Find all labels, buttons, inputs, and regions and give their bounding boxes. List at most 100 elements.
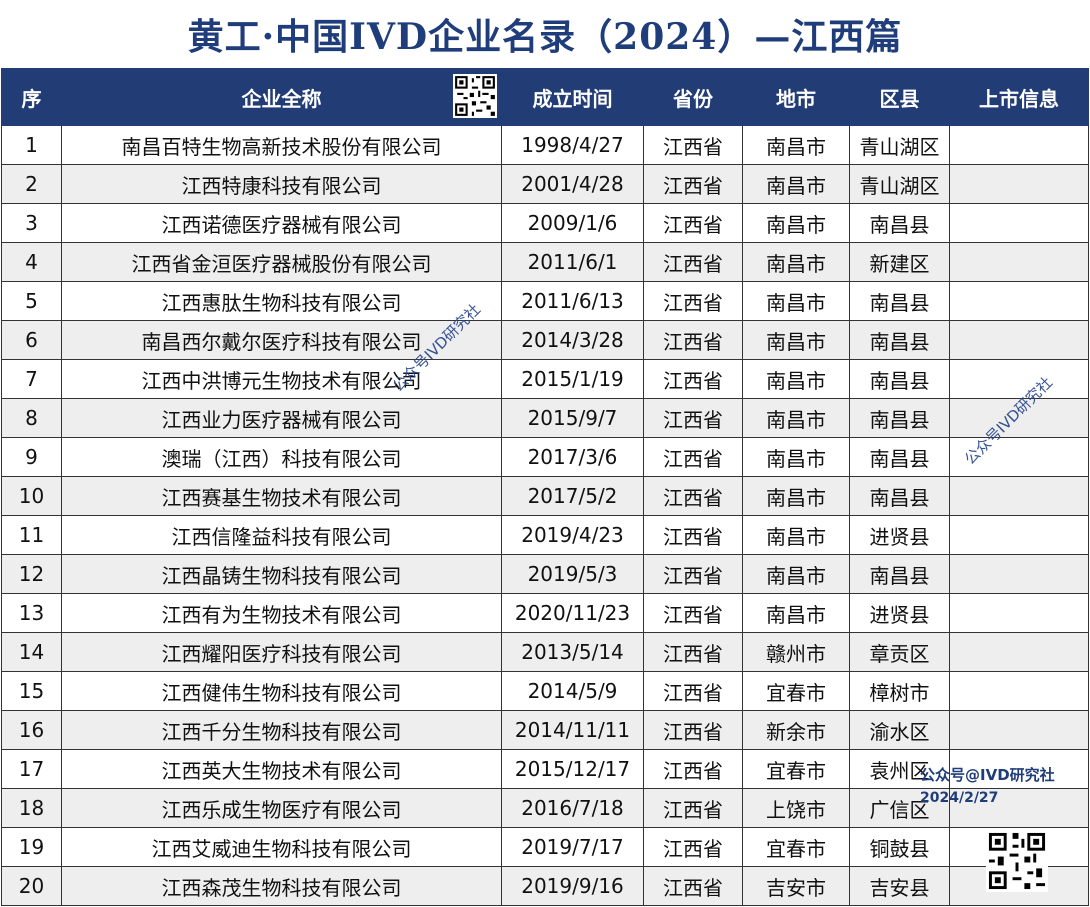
cell-founded-date: 2017/5/2 <box>501 476 644 516</box>
company-table: 序 企业全称 成立时间 省份 地市 区县 上市信息 1 南昌百特生物高新技术股份有… <box>1 68 1089 906</box>
table-row: 9 澳瑞（江西）科技有限公司 2017/3/6 江西省 南昌市 南昌县 <box>1 437 1089 477</box>
cell-district: 章贡区 <box>849 632 950 672</box>
cell-founded-date: 2019/5/3 <box>501 554 644 594</box>
cell-city: 南昌市 <box>742 125 850 165</box>
table-row: 7 江西中洪博元生物技术有限公司 2015/1/19 江西省 南昌市 南昌县 <box>1 359 1089 399</box>
cell-listing-info <box>949 164 1089 204</box>
cell-listing-info <box>949 593 1089 633</box>
cell-index: 17 <box>1 749 62 789</box>
table-row: 8 江西业力医疗器械有限公司 2015/9/7 江西省 南昌市 南昌县 <box>1 398 1089 438</box>
table-row: 6 南昌西尔戴尔医疗科技有限公司 2014/3/28 江西省 南昌市 南昌县 <box>1 320 1089 360</box>
cell-company-name: 江西乐成生物医疗有限公司 <box>61 788 502 828</box>
cell-province: 江西省 <box>643 788 743 828</box>
cell-city: 宜春市 <box>742 671 850 711</box>
cell-index: 3 <box>1 203 62 243</box>
cell-district: 吉安县 <box>849 866 950 906</box>
cell-company-name: 江西诺德医疗器械有限公司 <box>61 203 502 243</box>
cell-city: 南昌市 <box>742 554 850 594</box>
cell-province: 江西省 <box>643 398 743 438</box>
cell-district: 南昌县 <box>849 203 950 243</box>
cell-company-name: 江西有为生物技术有限公司 <box>61 593 502 633</box>
cell-index: 4 <box>1 242 62 282</box>
cell-founded-date: 2017/3/6 <box>501 437 644 477</box>
cell-city: 南昌市 <box>742 476 850 516</box>
cell-listing-info <box>949 281 1089 321</box>
header-listing-info: 上市信息 <box>949 68 1089 126</box>
cell-founded-date: 2020/11/23 <box>501 593 644 633</box>
table-row: 15 江西健伟生物科技有限公司 2014/5/9 江西省 宜春市 樟树市 <box>1 671 1089 711</box>
cell-founded-date: 2001/4/28 <box>501 164 644 204</box>
cell-district: 南昌县 <box>849 281 950 321</box>
cell-index: 19 <box>1 827 62 867</box>
cell-district: 南昌县 <box>849 554 950 594</box>
source-label: 公众号@IVD研究社 <box>920 766 1055 784</box>
cell-district: 青山湖区 <box>849 164 950 204</box>
cell-province: 江西省 <box>643 281 743 321</box>
cell-city: 南昌市 <box>742 593 850 633</box>
cell-listing-info <box>949 320 1089 360</box>
table-row: 12 江西晶铸生物科技有限公司 2019/5/3 江西省 南昌市 南昌县 <box>1 554 1089 594</box>
table-header-row: 序 企业全称 成立时间 省份 地市 区县 上市信息 <box>1 68 1089 126</box>
cell-province: 江西省 <box>643 866 743 906</box>
cell-founded-date: 2014/5/9 <box>501 671 644 711</box>
cell-district: 进贤县 <box>849 593 950 633</box>
cell-listing-info <box>949 359 1089 399</box>
table-row: 3 江西诺德医疗器械有限公司 2009/1/6 江西省 南昌市 南昌县 <box>1 203 1089 243</box>
cell-index: 7 <box>1 359 62 399</box>
cell-founded-date: 2016/7/18 <box>501 788 644 828</box>
cell-index: 1 <box>1 125 62 165</box>
cell-province: 江西省 <box>643 671 743 711</box>
cell-company-name: 江西业力医疗器械有限公司 <box>61 398 502 438</box>
cell-index: 18 <box>1 788 62 828</box>
cell-company-name: 南昌百特生物高新技术股份有限公司 <box>61 125 502 165</box>
cell-founded-date: 2014/3/28 <box>501 320 644 360</box>
cell-index: 20 <box>1 866 62 906</box>
cell-founded-date: 2015/12/17 <box>501 749 644 789</box>
cell-province: 江西省 <box>643 827 743 867</box>
cell-company-name: 南昌西尔戴尔医疗科技有限公司 <box>61 320 502 360</box>
date-label: 2024/2/27 <box>920 790 999 806</box>
cell-index: 14 <box>1 632 62 672</box>
cell-listing-info <box>949 710 1089 750</box>
qr-code-icon <box>453 74 497 118</box>
cell-founded-date: 1998/4/27 <box>501 125 644 165</box>
cell-listing-info <box>949 749 1089 789</box>
header-district: 区县 <box>849 68 950 126</box>
cell-city: 吉安市 <box>742 866 850 906</box>
cell-district: 袁州区 <box>849 749 950 789</box>
cell-district: 进贤县 <box>849 515 950 555</box>
cell-city: 南昌市 <box>742 281 850 321</box>
cell-company-name: 江西森茂生物科技有限公司 <box>61 866 502 906</box>
cell-company-name: 江西千分生物科技有限公司 <box>61 710 502 750</box>
cell-founded-date: 2019/7/17 <box>501 827 644 867</box>
cell-province: 江西省 <box>643 515 743 555</box>
cell-founded-date: 2009/1/6 <box>501 203 644 243</box>
cell-founded-date: 2019/9/16 <box>501 866 644 906</box>
cell-index: 12 <box>1 554 62 594</box>
cell-index: 5 <box>1 281 62 321</box>
cell-company-name: 江西特康科技有限公司 <box>61 164 502 204</box>
cell-index: 8 <box>1 398 62 438</box>
cell-province: 江西省 <box>643 242 743 282</box>
cell-district: 南昌县 <box>849 398 950 438</box>
cell-company-name: 江西健伟生物科技有限公司 <box>61 671 502 711</box>
cell-city: 上饶市 <box>742 788 850 828</box>
cell-province: 江西省 <box>643 125 743 165</box>
cell-province: 江西省 <box>643 164 743 204</box>
table-row: 20 江西森茂生物科技有限公司 2019/9/16 江西省 吉安市 吉安县 <box>1 866 1089 906</box>
cell-province: 江西省 <box>643 554 743 594</box>
table-row: 18 江西乐成生物医疗有限公司 2016/7/18 江西省 上饶市 广信区 <box>1 788 1089 828</box>
cell-province: 江西省 <box>643 203 743 243</box>
cell-company-name: 江西省金洹医疗器械股份有限公司 <box>61 242 502 282</box>
cell-company-name: 江西惠肽生物科技有限公司 <box>61 281 502 321</box>
cell-district: 渝水区 <box>849 710 950 750</box>
cell-company-name: 江西晶铸生物科技有限公司 <box>61 554 502 594</box>
header-city: 地市 <box>742 68 850 126</box>
cell-province: 江西省 <box>643 437 743 477</box>
cell-city: 宜春市 <box>742 827 850 867</box>
cell-city: 南昌市 <box>742 437 850 477</box>
cell-district: 樟树市 <box>849 671 950 711</box>
cell-company-name: 澳瑞（江西）科技有限公司 <box>61 437 502 477</box>
cell-listing-info <box>949 125 1089 165</box>
cell-province: 江西省 <box>643 359 743 399</box>
